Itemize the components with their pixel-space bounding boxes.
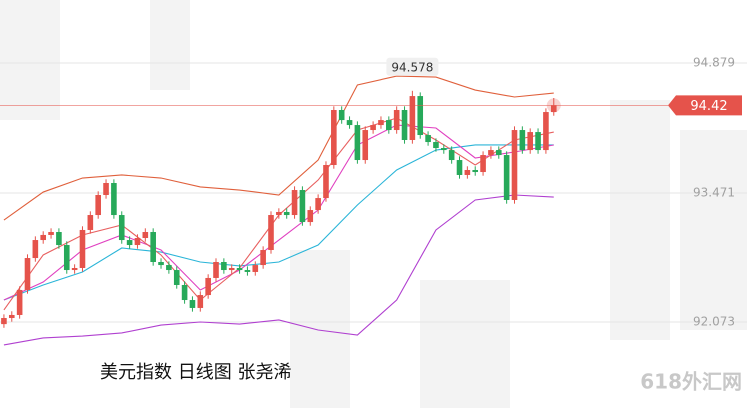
candle-body xyxy=(103,183,109,196)
indicator-line xyxy=(3,194,554,346)
candle-body xyxy=(472,169,479,173)
candle-body xyxy=(213,262,219,278)
candle-body xyxy=(244,270,251,272)
indicator-line xyxy=(3,75,554,221)
candle-body xyxy=(346,120,353,126)
candle-body xyxy=(519,130,526,151)
candle-body xyxy=(79,229,86,269)
candle-body xyxy=(338,110,345,121)
candle-body xyxy=(362,130,369,161)
candle-body xyxy=(166,265,172,271)
candle-body xyxy=(95,195,101,216)
candle-body xyxy=(409,96,416,140)
candle-body xyxy=(16,289,23,315)
candle-body xyxy=(276,211,282,216)
candle-body xyxy=(550,105,557,113)
candle-body xyxy=(236,268,243,271)
y-tick-label: 93.471 xyxy=(693,185,735,199)
chart-title: 美元指数 日线图 张尧浠 xyxy=(100,362,291,383)
candle-body xyxy=(228,268,235,271)
candle-body xyxy=(40,234,47,241)
candle-body xyxy=(425,135,431,143)
candle-body xyxy=(48,232,54,235)
y-tick-label: 92.073 xyxy=(693,314,735,328)
candle-body xyxy=(378,120,384,126)
candle-body xyxy=(315,198,321,211)
candle-body xyxy=(56,232,62,246)
y-tick-label: 94.879 xyxy=(693,56,735,70)
candle-body xyxy=(252,265,259,272)
candle-body xyxy=(158,262,164,266)
candle-body xyxy=(543,112,549,151)
candle-body xyxy=(307,210,314,223)
candle-body xyxy=(111,183,117,216)
candle-body xyxy=(323,165,329,199)
indicator-line xyxy=(3,124,554,301)
candle-body xyxy=(87,215,94,230)
candle-body xyxy=(24,258,31,290)
candle-body xyxy=(488,150,494,156)
candle-body xyxy=(260,250,266,266)
candle-body xyxy=(401,110,408,140)
candle-body xyxy=(495,150,502,156)
candle-body xyxy=(386,120,392,131)
candle-body xyxy=(205,277,211,296)
candle-body xyxy=(456,160,463,175)
candle-body xyxy=(354,125,361,161)
candle-body xyxy=(331,110,337,166)
candle-body xyxy=(181,284,188,301)
candle-body xyxy=(291,190,298,216)
candle-body xyxy=(441,148,447,151)
candle-body xyxy=(150,232,156,263)
watermark: 618外汇网 xyxy=(640,370,742,394)
candle-body xyxy=(1,318,7,325)
candle-body xyxy=(283,211,290,216)
candle-body xyxy=(433,142,439,149)
peak-label-box xyxy=(386,57,439,76)
candle-body xyxy=(118,215,125,241)
candle-body xyxy=(173,270,180,285)
candle-body xyxy=(63,245,70,271)
candle-body xyxy=(417,96,424,136)
candle-body xyxy=(370,125,376,131)
last-price-label: 94.42 xyxy=(690,99,727,114)
candle-body xyxy=(134,238,141,246)
candle-body xyxy=(299,190,306,223)
last-price-box xyxy=(668,95,742,116)
candle-body xyxy=(503,155,510,200)
candle-body xyxy=(268,215,274,251)
candle-body xyxy=(126,240,133,246)
candle-body xyxy=(221,262,227,271)
candle-body xyxy=(448,150,455,161)
indicator-line xyxy=(3,144,554,301)
candle-body xyxy=(527,132,534,151)
candle-body xyxy=(480,155,486,173)
candle-body xyxy=(464,169,471,175)
last-price-glow xyxy=(546,98,561,113)
peak-label: 94.578 xyxy=(391,60,433,74)
candle-body xyxy=(142,232,149,239)
candle-body xyxy=(535,132,541,151)
candle-body xyxy=(8,314,15,319)
candle-body xyxy=(71,268,78,271)
candle-body xyxy=(189,300,196,308)
candle-body xyxy=(511,130,518,200)
candle-body xyxy=(32,240,39,259)
candle-body xyxy=(393,110,400,131)
candle-body xyxy=(197,295,204,308)
